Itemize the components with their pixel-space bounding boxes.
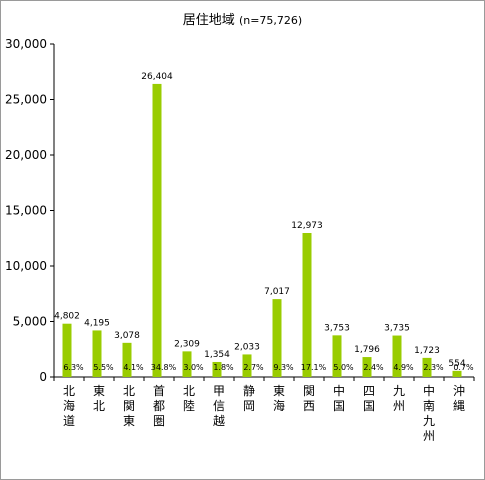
x-category-label: 海 (63, 398, 75, 413)
bar-value-label: 26,404 (141, 72, 173, 82)
x-category-label: 州 (393, 399, 405, 413)
bar (452, 370, 462, 377)
y-tick-label: 5,000 (13, 315, 47, 329)
bar (302, 232, 312, 377)
x-category-label: 縄 (453, 398, 465, 413)
x-category-label: 北 (183, 384, 195, 398)
bar-percent-label: 5.5% (93, 363, 114, 372)
x-category-label: 岡 (243, 399, 255, 413)
bar-percent-label: 2.3% (423, 363, 444, 372)
x-category-label: 都 (153, 399, 165, 413)
bar (152, 83, 162, 378)
bar (212, 361, 222, 377)
x-category-label: 南 (423, 398, 435, 413)
bar (422, 357, 432, 377)
bar-value-label: 12,973 (291, 221, 323, 231)
x-category-label: 九 (393, 384, 405, 398)
x-category-label: 圏 (153, 414, 165, 428)
bar-percent-label: 4.1% (123, 363, 144, 372)
x-category-label: 首 (153, 384, 165, 398)
bar (362, 357, 372, 377)
x-category-label: 東 (273, 384, 285, 398)
x-category-label: 中 (333, 383, 345, 398)
x-category-label: 越 (213, 414, 225, 428)
x-category-label: 州 (423, 429, 435, 443)
bar (392, 335, 402, 377)
bar (92, 330, 102, 377)
bar (332, 335, 342, 377)
bar-value-label: 1,723 (414, 346, 440, 356)
bar (122, 342, 132, 377)
x-category-label: 四 (363, 384, 375, 398)
y-tick-label: 20,000 (5, 148, 47, 162)
x-category-label: 関 (303, 384, 315, 398)
bar-value-label: 554 (448, 359, 465, 369)
bar (62, 323, 72, 377)
bar (272, 299, 282, 377)
bar-value-label: 3,735 (384, 324, 410, 334)
bar-value-label: 3,753 (324, 323, 350, 333)
x-category-label: 九 (423, 414, 435, 428)
x-category-label: 静 (243, 384, 255, 398)
y-tick-label: 30,000 (5, 37, 47, 51)
chart-title-text: 居住地域 (182, 13, 235, 28)
bar (242, 354, 252, 377)
y-tick-label: 15,000 (5, 204, 47, 218)
x-category-label: 中 (423, 383, 435, 398)
x-category-label: 道 (63, 414, 75, 428)
x-category-label: 陸 (183, 399, 195, 413)
bar-value-label: 2,309 (174, 339, 200, 349)
bar (182, 351, 192, 377)
bar-percent-label: 5.0% (333, 363, 354, 372)
chart-title: 居住地域 (n=75,726) (0, 9, 485, 28)
x-category-label: 関 (123, 399, 135, 413)
x-category-label: 信 (213, 399, 225, 413)
y-tick-label: 0 (39, 370, 47, 384)
x-category-label: 東 (123, 414, 135, 428)
bar-value-label: 4,195 (84, 318, 110, 328)
x-category-label: 海 (273, 398, 285, 413)
bar-value-label: 1,354 (204, 350, 230, 360)
bar-value-label: 3,078 (114, 331, 140, 341)
x-category-label: 東 (93, 384, 105, 398)
bar-percent-label: 1.8% (213, 363, 234, 372)
bar-percent-label: 9.3% (273, 363, 294, 372)
x-category-label: 北 (63, 384, 75, 398)
bar-percent-label: 34.8% (151, 363, 177, 372)
bar-percent-label: 2.4% (363, 363, 384, 372)
x-category-label: 国 (363, 399, 375, 413)
bar-value-label: 2,033 (234, 342, 260, 352)
bar-value-label: 7,017 (264, 287, 290, 297)
x-category-label: 西 (303, 399, 315, 413)
bar-percent-label: 3.0% (183, 363, 204, 372)
x-category-label: 沖 (453, 384, 465, 398)
x-category-label: 国 (333, 399, 345, 413)
bar-percent-label: 6.3% (63, 363, 84, 372)
bar-percent-label: 0.7% (453, 363, 474, 372)
x-category-label: 北 (93, 399, 105, 413)
bar-value-label: 1,796 (354, 345, 380, 355)
bar-percent-label: 17.1% (301, 363, 327, 372)
y-tick-label: 25,000 (5, 93, 47, 107)
x-category-label: 北 (123, 384, 135, 398)
x-category-label: 甲 (213, 384, 225, 398)
bar-percent-label: 4.9% (393, 363, 414, 372)
chart-sample-size: (n=75,726) (238, 14, 303, 27)
y-tick-label: 10,000 (5, 259, 47, 273)
bar-value-label: 4,802 (54, 312, 80, 322)
bar-percent-label: 2.7% (243, 363, 264, 372)
